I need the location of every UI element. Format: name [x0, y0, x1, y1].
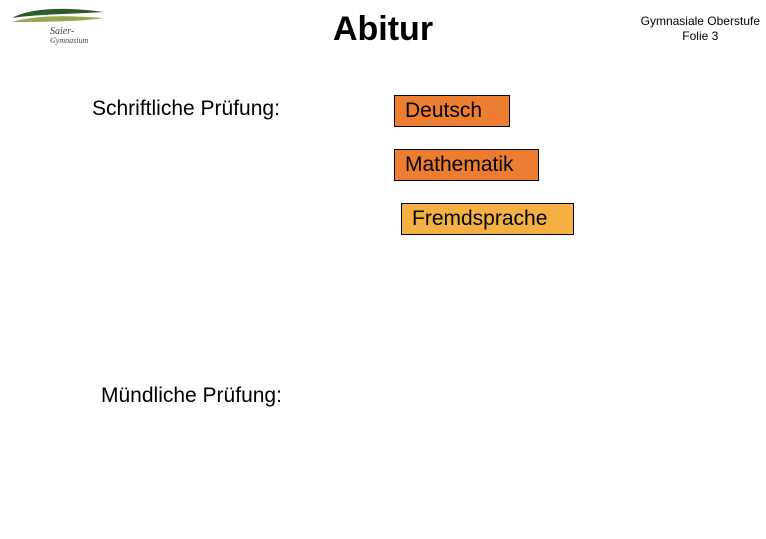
subject-box: Deutsch — [394, 95, 510, 127]
written-exam-label: Schriftliche Prüfung: — [92, 97, 280, 121]
subject-box: Mathematik — [394, 149, 539, 181]
oral-exam-label: Mündliche Prüfung: — [101, 384, 282, 408]
header-meta: Gymnasiale Oberstufe Folie 3 — [641, 14, 760, 44]
header-meta-line2: Folie 3 — [641, 29, 760, 44]
header-meta-line1: Gymnasiale Oberstufe — [641, 14, 760, 29]
subject-box: Fremdsprache — [401, 203, 574, 235]
